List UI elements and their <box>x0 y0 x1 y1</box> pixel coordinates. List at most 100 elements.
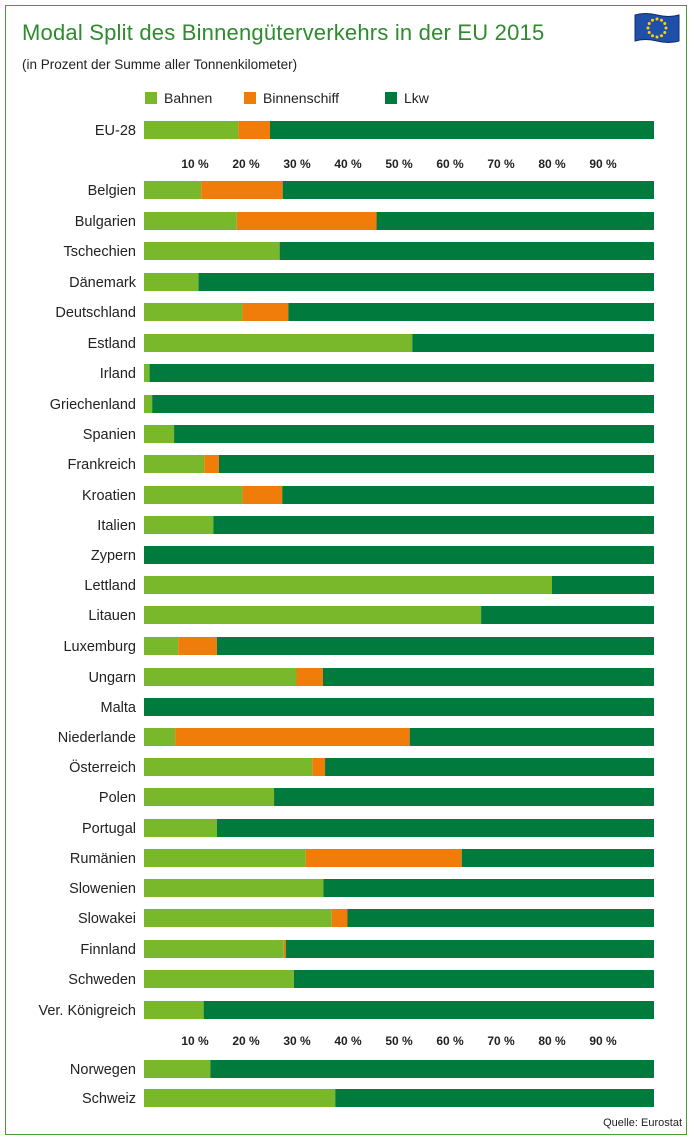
chart-subtitle: (in Prozent der Summe aller Tonnenkilome… <box>22 57 298 72</box>
bar-segment-bahnen <box>144 668 297 686</box>
star-icon <box>655 17 659 21</box>
bar-segment-bahnen <box>144 516 214 534</box>
bar-segment-lkw <box>274 788 654 806</box>
bar-segment-bahnen <box>144 334 413 352</box>
star-icon <box>663 31 667 34</box>
bar-segment-bahnen <box>144 273 199 291</box>
bar-segment-lkw <box>269 121 654 139</box>
bar-segment-lkw <box>335 1089 654 1107</box>
bar-segment-bahnen <box>144 425 175 443</box>
bar-segment-lkw <box>144 698 654 716</box>
star-icon <box>647 31 651 34</box>
bar-segment-lkw <box>282 486 654 504</box>
bar-segment-binnenschiff <box>201 181 283 199</box>
legend-swatch-lkw <box>385 92 397 104</box>
category-label: Schweiz <box>82 1091 136 1107</box>
bar-segment-bahnen <box>144 758 313 776</box>
bar-segment-bahnen <box>144 242 280 260</box>
bar-segment-lkw <box>198 273 654 291</box>
category-label: Irland <box>100 366 136 382</box>
bar-row-schweiz: Schweiz <box>82 1089 654 1107</box>
star-icon <box>647 22 651 25</box>
tick-label: 10 % <box>181 157 209 171</box>
legend-item-lkw: Lkw <box>385 90 429 106</box>
category-label: Bulgarien <box>75 214 136 230</box>
tick-label: 80 % <box>538 1034 566 1048</box>
bar-segment-bahnen <box>144 181 202 199</box>
category-label: Norwegen <box>70 1062 136 1078</box>
star-icon <box>663 22 667 25</box>
bar-segment-lkw <box>409 728 654 746</box>
bar-segment-lkw <box>216 637 654 655</box>
bar-row-spanien: Spanien <box>83 425 654 443</box>
bar-row-eu-28: EU-28 <box>95 121 654 139</box>
tick-label: 50 % <box>385 157 413 171</box>
category-label: Österreich <box>69 758 136 776</box>
bar-segment-bahnen <box>144 970 294 988</box>
bar-segment-bahnen <box>144 303 243 321</box>
bar-segment-bahnen <box>144 728 176 746</box>
bar-segment-lkw <box>203 1001 655 1019</box>
bar-segment-lkw <box>412 334 654 352</box>
bar-segment-binnenschiff <box>236 212 377 230</box>
tick-label: 10 % <box>181 1034 209 1048</box>
bar-segment-lkw <box>152 395 654 413</box>
bar-segment-binnenschiff <box>242 486 283 504</box>
bar-segment-bahnen <box>144 849 306 867</box>
x-axis-ticks: 10 % 20 % 30 % 40 % 50 % 60 % 70 % 80 % 90 % <box>181 1034 617 1048</box>
bar-row-frankreich: Frankreich <box>68 455 654 473</box>
tick-label: 90 % <box>589 1034 617 1048</box>
star-icon <box>660 18 663 22</box>
bar-row-litauen: Litauen <box>88 606 654 624</box>
tick-label: 60 % <box>436 1034 464 1048</box>
eu-flag-icon <box>634 13 680 43</box>
bar-segment-binnenschiff <box>242 303 289 321</box>
category-label: Zypern <box>91 548 136 564</box>
bar-row-finnland: Finnland <box>80 940 654 958</box>
category-label: Tschechien <box>63 244 136 260</box>
bar-row-lettland: Lettland <box>84 576 654 594</box>
category-label: Finnland <box>80 942 136 958</box>
category-label: Schweden <box>68 972 136 988</box>
bar-segment-lkw <box>481 606 654 624</box>
legend-swatch-bahnen <box>145 92 157 104</box>
bar-row-ungarn: Ungarn <box>88 668 654 686</box>
legend-swatch-binnenschiff <box>244 92 256 104</box>
bar-segment-binnenschiff <box>283 940 286 958</box>
bar-row-daenemark: Dänemark <box>69 273 654 291</box>
bar-row-estland: Estland <box>88 334 654 352</box>
bar-segment-lkw <box>323 879 654 897</box>
category-label: Slowakei <box>78 911 136 927</box>
bar-segment-binnenschiff <box>312 758 326 776</box>
bar-segment-bahnen <box>144 819 217 837</box>
legend-label-binnenschiff: Binnenschiff <box>263 90 340 106</box>
source-note: Quelle: Eurostat <box>603 1117 682 1129</box>
chart-legend: Bahnen Binnenschiff Lkw <box>0 90 694 112</box>
bar-segment-lkw <box>347 909 654 927</box>
bar-segment-lkw <box>285 940 654 958</box>
bar-row-portugal: Portugal <box>82 819 654 837</box>
bar-segment-bahnen <box>144 1001 204 1019</box>
bar-segment-bahnen <box>144 606 482 624</box>
bar-segment-bahnen <box>144 637 179 655</box>
bar-segment-lkw <box>210 1060 655 1078</box>
star-icon <box>651 34 654 38</box>
bar-row-kroatien: Kroatien <box>82 486 654 504</box>
chart-title: Modal Split des Binnengüterverkehrs in d… <box>22 20 545 45</box>
tick-label: 70 % <box>487 157 515 171</box>
bar-row-rumaenien: Rumänien <box>70 849 654 867</box>
bar-segment-bahnen <box>144 121 239 139</box>
bar-segment-bahnen <box>144 1060 211 1078</box>
star-icon <box>655 35 659 39</box>
bar-segment-bahnen <box>144 395 153 413</box>
tick-label: 20 % <box>232 157 260 171</box>
category-label: Malta <box>101 700 137 716</box>
bar-row-ver-koenigreich: Ver. Königreich <box>38 1001 655 1019</box>
category-label: EU-28 <box>95 123 136 139</box>
category-label: Kroatien <box>82 488 136 504</box>
tick-label: 40 % <box>334 1034 362 1048</box>
bar-segment-bahnen <box>144 788 275 806</box>
category-label: Griechenland <box>50 397 136 413</box>
bar-segment-bahnen <box>144 576 552 594</box>
